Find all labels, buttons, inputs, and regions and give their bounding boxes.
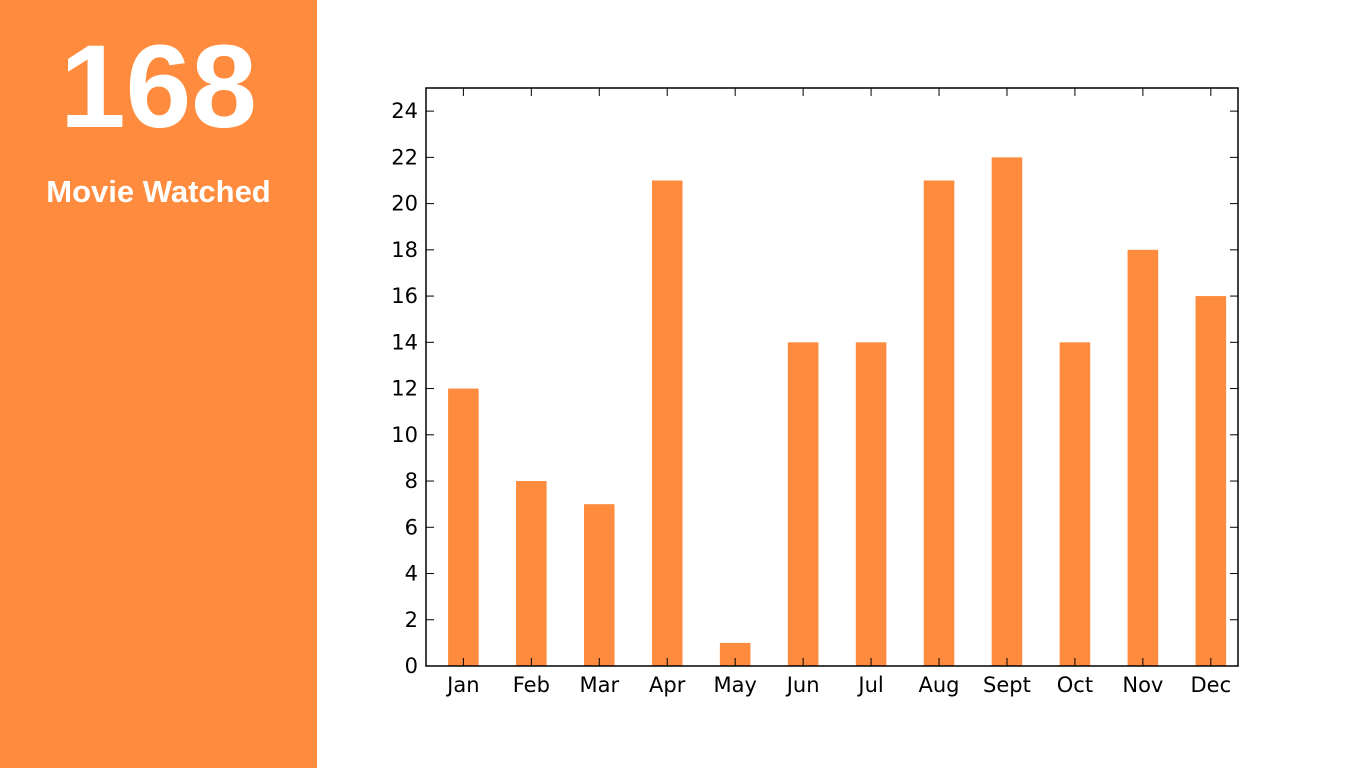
y-tick-label: 20 xyxy=(391,192,418,216)
x-tick-label: Jul xyxy=(856,673,883,697)
y-tick-label: 2 xyxy=(405,608,418,632)
bar-jan xyxy=(448,388,479,666)
bars-group xyxy=(448,157,1227,667)
x-tick-label: Nov xyxy=(1122,673,1163,697)
x-tick-label: Oct xyxy=(1057,673,1093,697)
bar-aug xyxy=(923,180,955,666)
bar-sept xyxy=(991,157,1023,667)
y-tick-label: 18 xyxy=(391,238,418,262)
x-tick-label: Mar xyxy=(579,673,619,697)
y-tick-label: 12 xyxy=(391,377,418,401)
y-tick-label: 0 xyxy=(405,654,418,678)
x-tick-label: Sept xyxy=(983,673,1031,697)
bar-oct xyxy=(1059,342,1091,666)
y-tick-label: 10 xyxy=(391,423,418,447)
y-tick-label: 16 xyxy=(391,284,418,308)
x-tick-label: Feb xyxy=(513,673,550,697)
bar-feb xyxy=(516,481,547,666)
bar-may xyxy=(719,642,751,666)
bar-jul xyxy=(855,342,887,666)
stat-panel: 168 Movie Watched xyxy=(0,0,317,768)
x-tick-label: Jun xyxy=(785,673,820,697)
x-tick-label: May xyxy=(713,673,756,697)
movie-count: 168 xyxy=(60,21,257,153)
movie-count-label: Movie Watched xyxy=(46,174,271,209)
x-tick-label: Aug xyxy=(919,673,960,697)
ticks-group xyxy=(426,88,1238,667)
bar-jun xyxy=(787,342,819,666)
x-tick-label: Jan xyxy=(445,673,479,697)
y-tick-label: 14 xyxy=(391,330,418,354)
chart-svg: Jan Feb Mar Apr May Jun Jul Aug Sept Oct Nov Dec024… xyxy=(391,87,1239,697)
x-tick-label: Apr xyxy=(649,673,686,697)
plot-frame xyxy=(425,87,1239,667)
bar-dec xyxy=(1195,296,1227,666)
y-tick-label: 8 xyxy=(405,469,418,493)
y-tick-label: 22 xyxy=(391,145,418,169)
y-tick-label: 6 xyxy=(405,515,418,539)
bar-apr xyxy=(651,180,683,666)
bar-chart: Jan Feb Mar Apr May Jun Jul Aug Sept Oct Nov Dec 0 2 4… xyxy=(340,60,1300,740)
bar-nov xyxy=(1127,249,1159,666)
y-tick-label: 4 xyxy=(405,562,418,586)
bar-mar xyxy=(583,504,615,666)
y-tick-label: 24 xyxy=(391,99,418,123)
tick-labels-group: Jan Feb Mar Apr May Jun Jul Aug Sept Oct Nov Dec024… xyxy=(391,99,1231,697)
x-tick-label: Dec xyxy=(1190,673,1231,697)
